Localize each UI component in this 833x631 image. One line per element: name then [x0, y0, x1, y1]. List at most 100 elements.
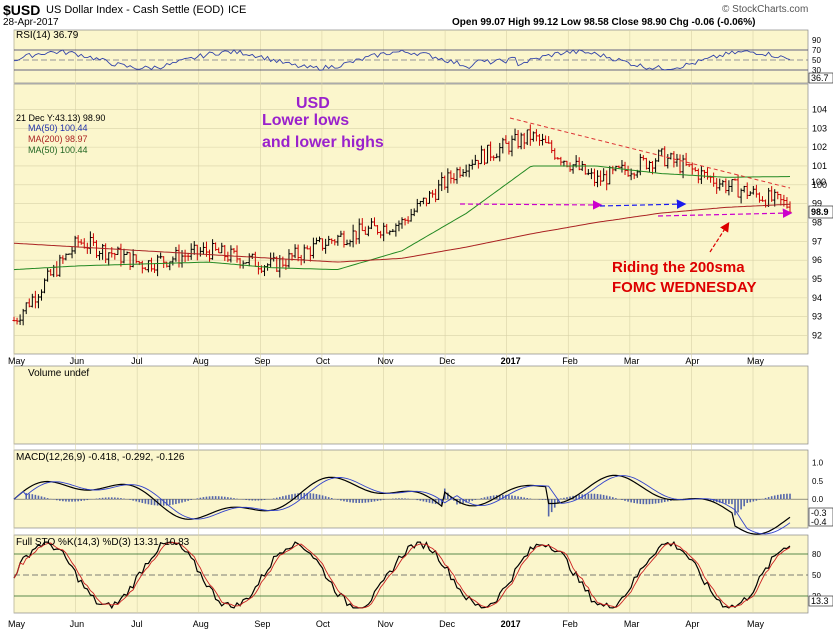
macd-histogram-bar [330, 498, 333, 500]
macd-histogram-bar [165, 499, 168, 506]
macd-histogram-bar [123, 498, 125, 500]
macd-histogram-bar [321, 495, 324, 500]
macd-histogram-bar [492, 495, 495, 500]
macd-histogram-bar [651, 499, 654, 504]
macd-histogram-bar [65, 499, 67, 502]
macd-histogram-bar [746, 499, 749, 503]
macd-histogram-bar [37, 495, 40, 500]
macd-histogram-bar [227, 497, 229, 500]
macd-histogram-bar [563, 497, 565, 500]
price-tick-label: 101 [812, 161, 827, 171]
macd-histogram-bar [645, 499, 648, 505]
macd-histogram-bar [147, 499, 150, 505]
macd-histogram-bar [376, 499, 379, 501]
price-last-value-label: 100 [811, 177, 826, 187]
month-label-bottom: Apr [685, 619, 699, 629]
grid-lines [13, 30, 808, 613]
macd-histogram-bar [416, 499, 419, 501]
macd-histogram-bar [272, 498, 275, 500]
watermark: © StockCharts.com [722, 4, 809, 15]
price-last-label: 98.9 [811, 207, 829, 217]
macd-histogram-bar [523, 497, 526, 500]
macd-histogram-bar [260, 499, 263, 501]
macd-histogram-bar [615, 498, 617, 500]
macd-histogram-bar [398, 498, 400, 500]
macd-histogram-bar [382, 499, 385, 500]
macd-histogram-bar [107, 497, 110, 500]
macd-histogram-bar [538, 499, 541, 500]
macd-histogram-bar [511, 495, 513, 500]
macd-histogram-bar [520, 496, 522, 500]
rsi-title: RSI(14) 36.79 [16, 30, 79, 41]
macd-line [13, 474, 791, 535]
macd-histogram-bar [630, 499, 632, 503]
sto-tick-label: 80 [812, 550, 821, 559]
macd-histogram-bar [498, 494, 501, 500]
month-label: Feb [562, 356, 578, 366]
macd-histogram-bar [758, 499, 761, 500]
macd-histogram-bar [196, 498, 199, 500]
macd-histogram-bar [169, 499, 171, 506]
macd-histogram-bar [654, 499, 657, 504]
month-label-bottom: May [747, 619, 765, 629]
macd-histogram-bar [263, 499, 266, 500]
month-label-bottom: May [8, 619, 26, 629]
rsi-panel [13, 29, 809, 84]
macd-histogram-bar [306, 492, 309, 500]
macd-histogram-bar [422, 499, 425, 502]
macd-histogram-bar [364, 499, 367, 503]
macd-tick-label: 0.0 [812, 495, 824, 504]
sto-panel [13, 534, 809, 614]
macd-histogram-bar [144, 499, 147, 504]
macd-histogram-bar [71, 499, 73, 502]
macd-histogram-bar [40, 496, 43, 500]
macd-histogram-bar [68, 499, 70, 502]
axis-layer: 104 103 102 101 100 99 98 97 96 95 94 93 92 May May Jun… [8, 36, 827, 629]
macd-histogram-bar [642, 499, 645, 505]
macd-histogram-bar [462, 499, 464, 504]
macd-histogram-bar [578, 494, 580, 500]
macd-last-label-2: -0.4 [811, 517, 827, 527]
macd-histogram-bar [327, 497, 330, 500]
month-label: Mar [624, 356, 640, 366]
macd-histogram-bar [178, 499, 180, 504]
macd-last-label-1: -0.3 [811, 508, 827, 518]
macd-histogram-bar [486, 496, 489, 500]
macd-histogram-bar [395, 498, 397, 500]
macd-histogram-bar [755, 499, 758, 501]
macd-histogram-bar [666, 499, 669, 502]
macd-histogram-bar [248, 499, 251, 501]
macd-histogram-bar [370, 499, 373, 502]
macd-last-flag [808, 507, 833, 527]
legend-ma50-green: MA(50) 100.44 [28, 145, 88, 155]
macd-histogram-bar [315, 494, 318, 500]
macd-histogram-bar [734, 499, 736, 516]
macd-histogram-bar [132, 499, 134, 501]
macd-histogram-bar [46, 498, 49, 500]
macd-layer [13, 474, 808, 535]
macd-histogram-bar [62, 499, 64, 502]
macd-histogram-bar [245, 499, 247, 501]
macd-histogram-bar [120, 498, 122, 500]
macd-histogram-bar [480, 498, 483, 500]
macd-histogram-bar [187, 499, 189, 501]
macd-histogram-bar [502, 494, 504, 500]
macd-histogram-bar [468, 499, 471, 502]
macd-histogram-bar [181, 499, 183, 503]
sto-last-flag [808, 595, 833, 607]
macd-histogram-bar [220, 496, 223, 500]
macd-histogram-bar [162, 499, 165, 506]
macd-histogram-bar [544, 499, 547, 500]
macd-histogram-bar [373, 499, 376, 502]
macd-histogram-bar [627, 499, 629, 502]
sto-d-line [13, 542, 791, 609]
sto-layer [13, 540, 808, 610]
rsi-tick-label: 70 [812, 46, 821, 55]
macd-histogram-bar [731, 499, 733, 505]
macd-histogram-bar [547, 499, 550, 517]
macd-histogram-bar [602, 494, 605, 500]
month-label: May [8, 356, 26, 366]
macd-histogram-bar [590, 493, 593, 500]
macd-histogram-bar [141, 499, 144, 503]
macd-histogram-bar [505, 494, 507, 500]
